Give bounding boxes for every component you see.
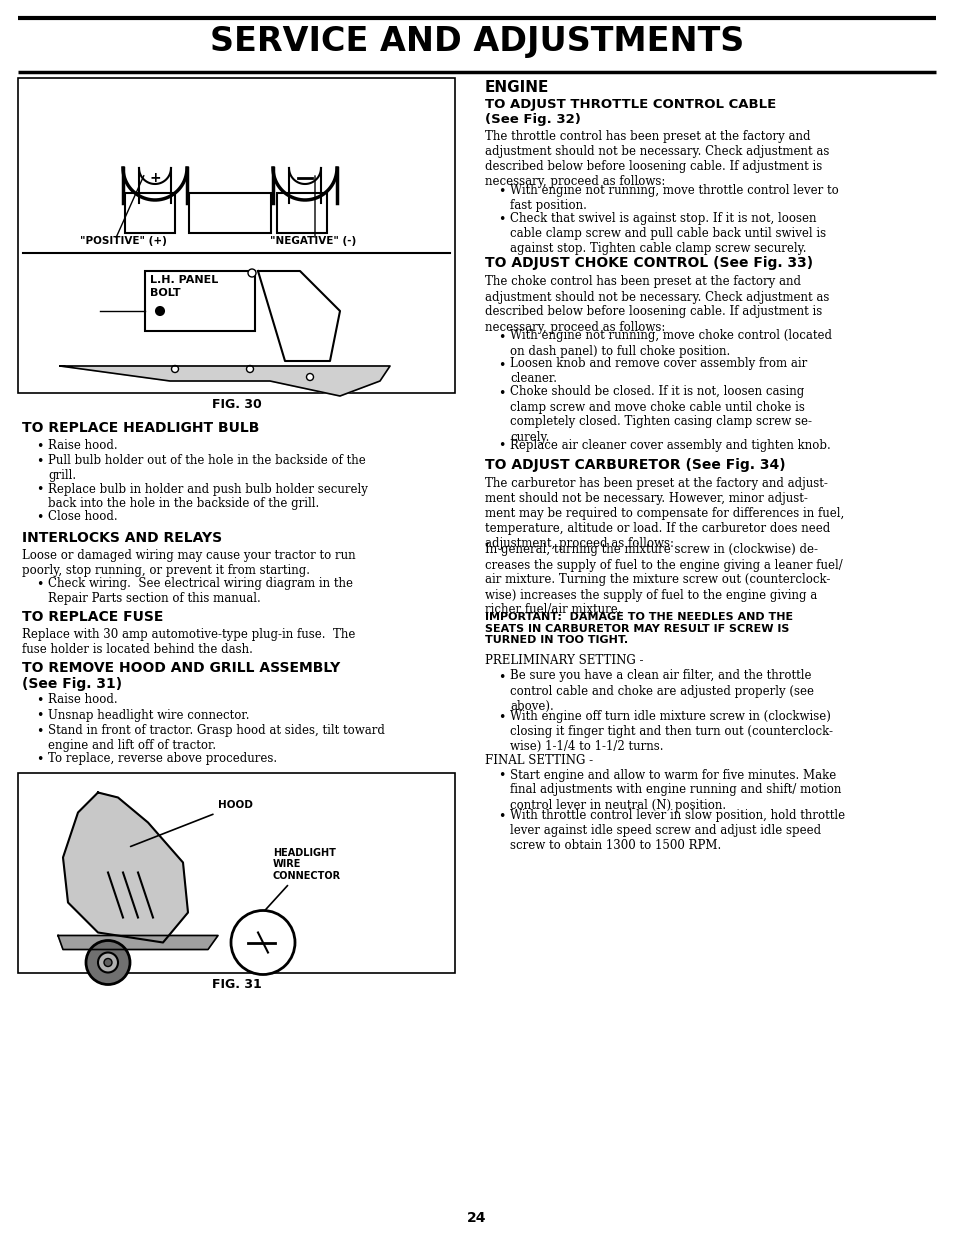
- Text: Unsnap headlight wire connector.: Unsnap headlight wire connector.: [48, 708, 250, 722]
- Text: •: •: [36, 753, 43, 766]
- Text: +: +: [149, 171, 161, 185]
- Text: 24: 24: [467, 1211, 486, 1225]
- Text: •: •: [36, 578, 43, 591]
- Text: Start engine and allow to warm for five minutes. Make
final adjustments with eng: Start engine and allow to warm for five …: [510, 769, 841, 811]
- Text: (See Fig. 32): (See Fig. 32): [484, 113, 580, 126]
- Text: •: •: [497, 358, 505, 372]
- Text: The choke control has been preset at the factory and
adjustment should not be ne: The choke control has been preset at the…: [484, 275, 828, 334]
- Text: Check wiring.  See electrical wiring diagram in the
Repair Parts section of this: Check wiring. See electrical wiring diag…: [48, 577, 353, 605]
- Bar: [276, 193, 327, 233]
- Text: TO ADJUST CHOKE CONTROL (See Fig. 33): TO ADJUST CHOKE CONTROL (See Fig. 33): [484, 257, 812, 270]
- Text: •: •: [36, 484, 43, 496]
- Circle shape: [246, 366, 253, 372]
- Text: •: •: [497, 439, 505, 453]
- Bar: [150, 196, 160, 212]
- Circle shape: [231, 910, 294, 975]
- Text: Stand in front of tractor. Grasp hood at sides, tilt toward
engine and lift off : Stand in front of tractor. Grasp hood at…: [48, 724, 384, 751]
- Text: TO REPLACE FUSE: TO REPLACE FUSE: [22, 610, 163, 624]
- Text: ENGINE: ENGINE: [484, 81, 549, 95]
- Text: •: •: [497, 711, 505, 724]
- Bar: [18, 773, 455, 972]
- Bar: [125, 193, 174, 233]
- Text: •: •: [497, 671, 505, 683]
- Text: •: •: [497, 387, 505, 399]
- Text: Replace air cleaner cover assembly and tighten knob.: Replace air cleaner cover assembly and t…: [510, 439, 830, 451]
- Text: Replace with 30 amp automotive-type plug-in fuse.  The
fuse holder is located be: Replace with 30 amp automotive-type plug…: [22, 627, 355, 656]
- Text: FINAL SETTING -: FINAL SETTING -: [484, 754, 593, 766]
- Circle shape: [104, 959, 112, 966]
- Text: BOLT: BOLT: [150, 288, 180, 298]
- Text: •: •: [36, 440, 43, 453]
- Circle shape: [172, 366, 178, 372]
- Polygon shape: [63, 792, 188, 942]
- Text: •: •: [497, 213, 505, 226]
- Bar: [189, 193, 271, 233]
- Text: HOOD: HOOD: [131, 801, 253, 847]
- Text: •: •: [36, 694, 43, 707]
- Text: "POSITIVE" (+): "POSITIVE" (+): [80, 236, 167, 246]
- Bar: [18, 78, 455, 393]
- Text: •: •: [36, 725, 43, 738]
- Text: With engine off turn idle mixture screw in (clockwise)
closing it finger tight a: With engine off turn idle mixture screw …: [510, 711, 832, 753]
- Text: To replace, reverse above procedures.: To replace, reverse above procedures.: [48, 751, 276, 765]
- Circle shape: [248, 269, 255, 277]
- Text: •: •: [36, 455, 43, 469]
- Text: Raise hood.: Raise hood.: [48, 693, 117, 706]
- Text: "NEGATIVE" (-): "NEGATIVE" (-): [270, 236, 355, 246]
- Text: •: •: [36, 511, 43, 525]
- Polygon shape: [60, 366, 390, 396]
- Text: With engine not running, move throttle control lever to
fast position.: With engine not running, move throttle c…: [510, 184, 838, 212]
- Text: •: •: [497, 770, 505, 782]
- Text: Loosen knob and remove cover assembly from air
cleaner.: Loosen knob and remove cover assembly fr…: [510, 357, 806, 386]
- Text: Close hood.: Close hood.: [48, 511, 117, 523]
- Text: Raise hood.: Raise hood.: [48, 439, 117, 453]
- Text: Be sure you have a clean air filter, and the throttle
control cable and choke ar: Be sure you have a clean air filter, and…: [510, 670, 813, 713]
- Text: FIG. 31: FIG. 31: [212, 977, 261, 991]
- Text: The throttle control has been preset at the factory and
adjustment should not be: The throttle control has been preset at …: [484, 130, 828, 188]
- Text: HEADLIGHT
WIRE
CONNECTOR: HEADLIGHT WIRE CONNECTOR: [265, 847, 341, 910]
- Text: With throttle control lever in slow position, hold throttle
lever against idle s: With throttle control lever in slow posi…: [510, 808, 844, 852]
- Text: Pull bulb holder out of the hole in the backside of the
grill.: Pull bulb holder out of the hole in the …: [48, 455, 365, 482]
- Text: Loose or damaged wiring may cause your tractor to run
poorly, stop running, or p: Loose or damaged wiring may cause your t…: [22, 549, 355, 577]
- Circle shape: [306, 373, 314, 381]
- Text: SERVICE AND ADJUSTMENTS: SERVICE AND ADJUSTMENTS: [210, 25, 743, 58]
- Text: •: •: [36, 709, 43, 723]
- Text: FIG. 30: FIG. 30: [212, 398, 261, 410]
- Text: IMPORTANT:  DAMAGE TO THE NEEDLES AND THE
SEATS IN CARBURETOR MAY RESULT IF SCRE: IMPORTANT: DAMAGE TO THE NEEDLES AND THE…: [484, 613, 792, 645]
- Bar: [145, 272, 254, 331]
- Text: •: •: [497, 185, 505, 198]
- Text: PRELIMINARY SETTING -: PRELIMINARY SETTING -: [484, 655, 643, 667]
- Text: TO REPLACE HEADLIGHT BULB: TO REPLACE HEADLIGHT BULB: [22, 422, 259, 435]
- Text: TO ADJUST CARBURETOR (See Fig. 34): TO ADJUST CARBURETOR (See Fig. 34): [484, 458, 785, 472]
- Text: TO REMOVE HOOD AND GRILL ASSEMBLY
(See Fig. 31): TO REMOVE HOOD AND GRILL ASSEMBLY (See F…: [22, 661, 340, 691]
- Text: In general, turning the mixture screw in (clockwise) de-
creases the supply of f: In general, turning the mixture screw in…: [484, 543, 841, 616]
- Text: L.H. PANEL: L.H. PANEL: [150, 275, 218, 285]
- Text: INTERLOCKS AND RELAYS: INTERLOCKS AND RELAYS: [22, 531, 222, 546]
- Text: •: •: [497, 810, 505, 823]
- Text: Check that swivel is against stop. If it is not, loosen
cable clamp screw and pu: Check that swivel is against stop. If it…: [510, 212, 825, 255]
- Circle shape: [98, 952, 118, 972]
- Text: •: •: [497, 331, 505, 343]
- Text: Replace bulb in holder and push bulb holder securely
back into the hole in the b: Replace bulb in holder and push bulb hol…: [48, 482, 368, 511]
- Bar: [299, 196, 310, 212]
- Text: TO ADJUST THROTTLE CONTROL CABLE: TO ADJUST THROTTLE CONTROL CABLE: [484, 98, 776, 112]
- Text: Choke should be closed. If it is not, loosen casing
clamp screw and move choke c: Choke should be closed. If it is not, lo…: [510, 386, 811, 444]
- Polygon shape: [58, 935, 218, 950]
- Text: With engine not running, move choke control (located
on dash panel) to full chok: With engine not running, move choke cont…: [510, 330, 831, 357]
- Circle shape: [86, 940, 130, 985]
- Text: The carburetor has been preset at the factory and adjust-
ment should not be nec: The carburetor has been preset at the fa…: [484, 477, 843, 551]
- Circle shape: [156, 308, 164, 315]
